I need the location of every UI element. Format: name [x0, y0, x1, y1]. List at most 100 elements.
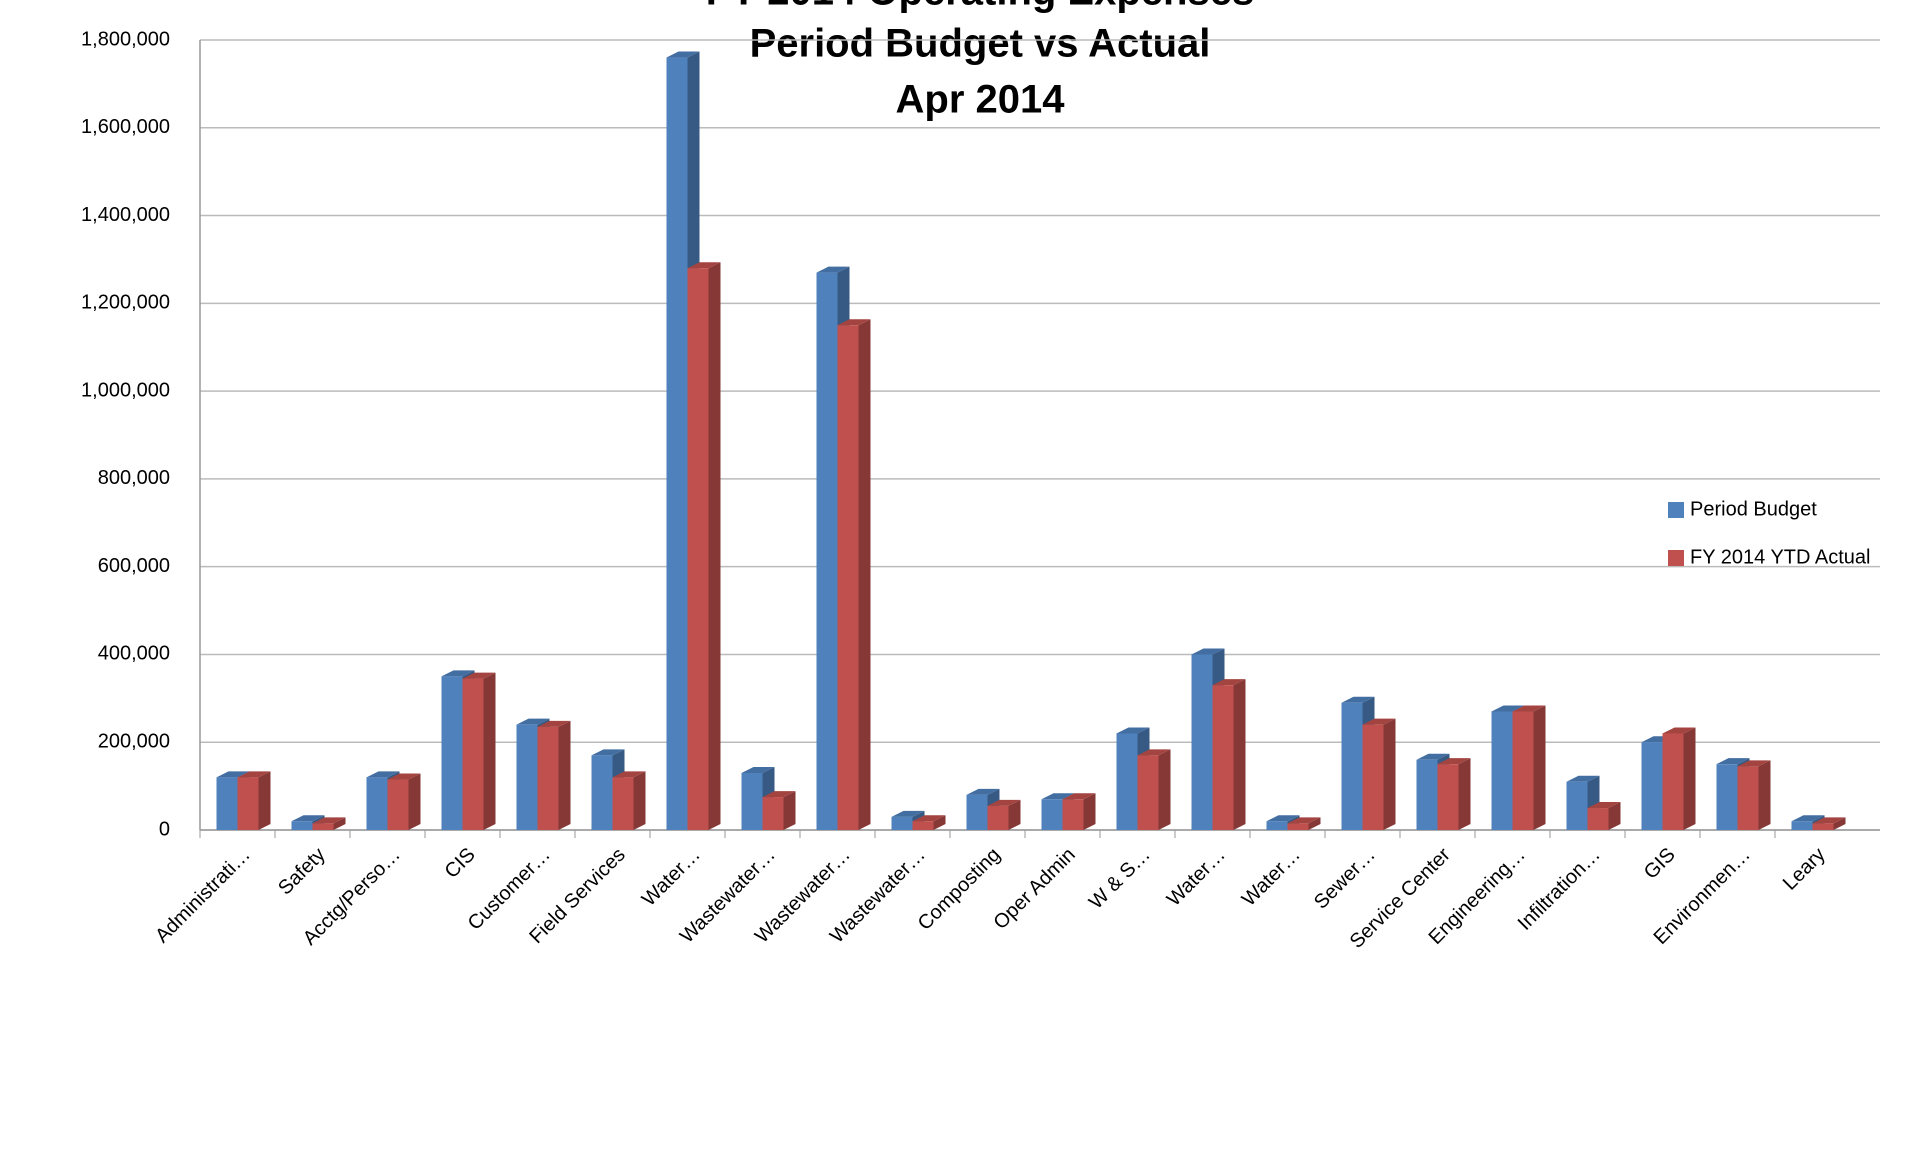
bar-top	[1791, 815, 1825, 822]
bar-side	[1533, 705, 1546, 830]
bar	[741, 772, 763, 830]
y-tick-label: 1,200,000	[81, 292, 170, 314]
bar-top	[1587, 802, 1621, 809]
bar	[1566, 781, 1588, 830]
bar	[1437, 764, 1459, 830]
y-tick-label: 0	[159, 818, 170, 840]
bar-side	[1833, 817, 1846, 830]
bar-top	[1062, 793, 1096, 800]
x-tick-label: Water…	[638, 844, 705, 911]
bar	[1116, 733, 1138, 830]
bar-side	[1383, 718, 1396, 830]
bar-side	[333, 817, 346, 830]
bar-top	[1737, 760, 1771, 767]
legend-swatch	[1668, 502, 1684, 518]
bar-top	[291, 815, 325, 822]
bar	[291, 821, 313, 830]
bar	[1191, 654, 1213, 830]
chart-title: FY 2014 Operating Expenses	[706, 0, 1254, 14]
bar-top	[312, 817, 346, 824]
bar	[612, 777, 634, 830]
bar	[516, 724, 538, 830]
bar-top	[537, 720, 571, 727]
x-tick-label: Water…	[1238, 844, 1305, 911]
bar-top	[1116, 727, 1150, 734]
bar	[762, 797, 784, 830]
bar-top	[216, 771, 250, 778]
bar-top	[1287, 817, 1321, 824]
bar	[1287, 823, 1309, 830]
bar-top	[366, 771, 400, 778]
x-tick-label: Water…	[1163, 844, 1230, 911]
y-tick-label: 1,400,000	[81, 204, 170, 226]
bar	[1662, 733, 1684, 830]
bar	[1587, 808, 1609, 830]
x-tick-label: Safety	[274, 844, 330, 900]
bar-side	[783, 791, 796, 830]
bar	[216, 777, 238, 830]
bar-top	[687, 262, 721, 269]
bar	[666, 57, 688, 831]
bar-top	[441, 670, 475, 677]
bar	[1641, 742, 1663, 830]
y-tick-label: 400,000	[98, 643, 170, 665]
bar	[816, 272, 838, 831]
bar-top	[1491, 705, 1525, 712]
bar-top	[1812, 817, 1846, 824]
bar-top	[1662, 727, 1696, 734]
bar-side	[1233, 679, 1246, 830]
y-tick-label: 200,000	[98, 731, 170, 753]
bar	[312, 823, 334, 830]
bar	[1212, 685, 1234, 830]
bar	[912, 821, 934, 830]
bar-top	[741, 766, 775, 773]
bar	[1737, 766, 1759, 830]
bar	[537, 726, 559, 830]
bar	[687, 268, 709, 830]
legend-swatch	[1668, 550, 1684, 566]
legend-label: Period Budget	[1690, 498, 1817, 520]
bar-top	[1512, 705, 1546, 712]
bar-top	[837, 319, 871, 326]
bar	[366, 777, 388, 830]
x-tick-label: Administrati…	[151, 844, 255, 948]
bar-top	[591, 749, 625, 756]
bar	[1491, 711, 1513, 830]
legend-label: FY 2014 YTD Actual	[1690, 546, 1870, 568]
bar-top	[912, 815, 946, 822]
bar-top	[762, 791, 796, 798]
bar-top	[666, 51, 700, 58]
bar-side	[708, 262, 721, 830]
x-tick-label: CIS	[441, 844, 480, 883]
bar	[591, 755, 613, 830]
y-tick-label: 1,800,000	[81, 28, 170, 50]
bar-side	[1008, 799, 1021, 830]
bar	[1266, 821, 1288, 830]
x-tick-label: Oper Admin	[990, 844, 1080, 934]
y-tick-label: 1,000,000	[81, 379, 170, 401]
bar-side	[1458, 758, 1471, 830]
bar	[1041, 799, 1063, 830]
bar	[1062, 799, 1084, 830]
bar-top	[516, 718, 550, 725]
bar-top	[1416, 753, 1450, 760]
y-tick-label: 800,000	[98, 467, 170, 489]
bar-top	[987, 799, 1021, 806]
bar-side	[258, 771, 271, 830]
bar-top	[1266, 815, 1300, 822]
bar-top	[1716, 758, 1750, 765]
bar-top	[816, 266, 850, 273]
bar-side	[408, 773, 421, 830]
bar	[387, 779, 409, 830]
bar-top	[612, 771, 646, 778]
bar	[1512, 711, 1534, 830]
bar	[966, 794, 988, 830]
bar-side	[483, 672, 496, 830]
bar-top	[891, 810, 925, 817]
bar-top	[966, 788, 1000, 795]
x-tick-label: GIS	[1640, 844, 1680, 884]
bar-side	[858, 319, 871, 830]
chart-title: Apr 2014	[896, 78, 1066, 122]
bar-side	[933, 815, 946, 830]
